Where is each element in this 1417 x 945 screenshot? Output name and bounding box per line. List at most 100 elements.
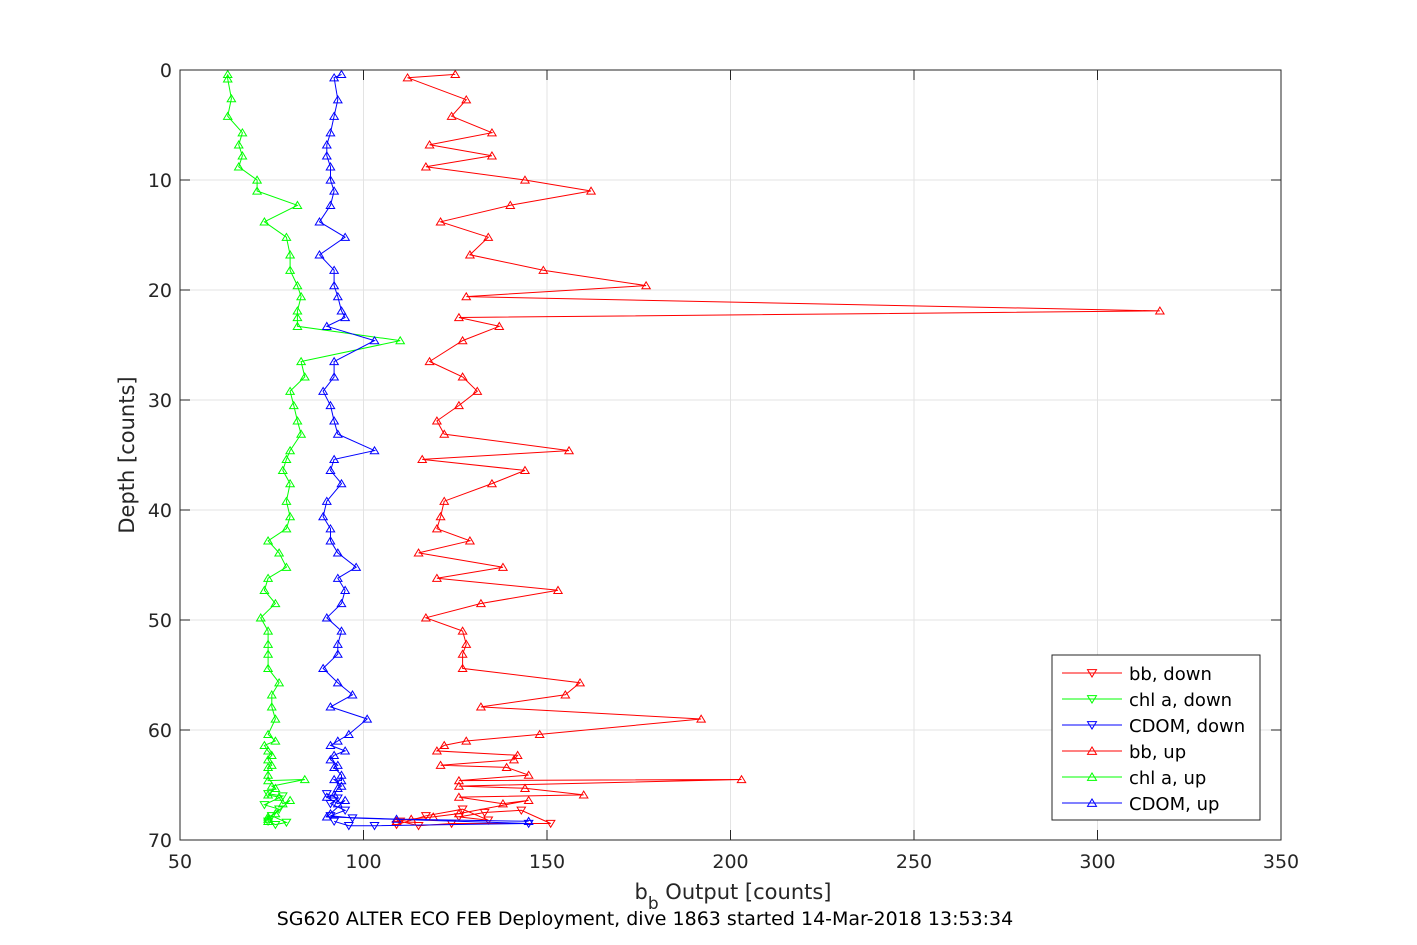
data-point xyxy=(431,573,442,582)
legend-item: chl a, down xyxy=(1062,690,1232,711)
x-tick-label: 100 xyxy=(345,851,381,873)
data-point xyxy=(262,536,274,545)
data-point xyxy=(420,613,431,622)
data-point xyxy=(461,94,472,104)
legend-item: CDOM, down xyxy=(1062,716,1245,737)
data-point xyxy=(464,250,476,259)
data-point xyxy=(318,511,329,521)
data-point xyxy=(340,795,351,805)
x-tick-label: 300 xyxy=(1079,851,1115,873)
data-point xyxy=(431,416,442,425)
legend-label: CDOM, up xyxy=(1129,794,1219,815)
data-point xyxy=(262,746,274,755)
data-point xyxy=(395,335,406,345)
data-point xyxy=(519,465,531,475)
data-point xyxy=(332,649,343,658)
data-point xyxy=(475,702,487,711)
data-point xyxy=(519,783,531,792)
data-point xyxy=(329,750,340,759)
data-point xyxy=(281,496,292,505)
data-point xyxy=(457,626,468,635)
data-point xyxy=(329,280,340,290)
data-point xyxy=(343,729,354,739)
data-point xyxy=(266,781,277,790)
data-point xyxy=(329,817,340,827)
data-point xyxy=(285,445,296,455)
data-point xyxy=(439,496,450,505)
data-point xyxy=(450,69,461,79)
data-point xyxy=(391,816,402,825)
data-point xyxy=(325,702,336,711)
x-axis-label-rest: Output [counts] xyxy=(659,880,832,904)
legend-swatch-marker xyxy=(1086,695,1098,705)
data-point xyxy=(351,562,362,571)
data-point xyxy=(314,217,325,226)
data-point xyxy=(237,127,248,137)
data-point xyxy=(523,770,534,779)
data-point xyxy=(391,814,402,823)
data-point xyxy=(233,140,244,149)
data-point xyxy=(585,186,597,195)
data-point xyxy=(736,774,747,784)
data-point xyxy=(321,812,332,821)
x-axis-label-main: b xyxy=(634,880,647,904)
legend-item: bb, down xyxy=(1062,664,1212,685)
data-point xyxy=(516,806,527,816)
data-point xyxy=(457,335,468,345)
legend-swatch-marker xyxy=(1086,745,1098,755)
data-point xyxy=(270,714,281,723)
data-point xyxy=(332,736,343,745)
data-point xyxy=(259,217,270,226)
data-point xyxy=(274,792,285,801)
legend-item: bb, up xyxy=(1062,742,1186,763)
data-point xyxy=(285,250,296,259)
data-point xyxy=(538,265,549,274)
data-point xyxy=(292,321,303,330)
data-point xyxy=(266,760,277,769)
data-point xyxy=(439,740,450,750)
data-point xyxy=(321,613,332,622)
data-point xyxy=(340,312,351,322)
legend-label: bb, up xyxy=(1129,742,1186,763)
data-point xyxy=(325,400,336,410)
legend-box xyxy=(1051,654,1261,821)
data-point xyxy=(285,265,296,274)
data-point xyxy=(497,798,509,808)
data-point xyxy=(523,816,534,825)
data-point xyxy=(296,356,307,366)
data-point xyxy=(336,770,347,779)
series-line xyxy=(396,73,1160,822)
data-point xyxy=(479,808,490,818)
data-point xyxy=(519,175,531,184)
data-point xyxy=(325,465,336,475)
data-point xyxy=(406,814,417,823)
data-point xyxy=(439,429,450,438)
x-tick-label: 150 xyxy=(529,851,565,873)
data-point xyxy=(251,186,263,195)
data-point xyxy=(325,754,336,764)
data-point xyxy=(222,111,233,120)
data-point xyxy=(505,200,516,209)
data-point xyxy=(332,639,343,648)
x-tick-label: 200 xyxy=(712,851,748,873)
data-point xyxy=(446,111,457,120)
data-point xyxy=(262,790,274,799)
legend-item: chl a, up xyxy=(1062,768,1206,789)
data-point xyxy=(552,585,564,594)
data-point xyxy=(369,822,380,831)
data-point xyxy=(336,626,347,635)
data-point xyxy=(281,454,292,464)
data-point xyxy=(332,548,343,557)
data-point xyxy=(453,781,465,790)
data-point xyxy=(501,762,512,772)
data-point xyxy=(424,356,435,366)
data-point xyxy=(336,598,347,608)
data-point xyxy=(336,781,347,790)
data-point xyxy=(222,69,233,79)
data-point xyxy=(461,736,472,745)
data-point xyxy=(325,536,336,545)
data-point xyxy=(486,151,498,160)
x-axis-label: bb Output [counts] xyxy=(634,880,831,914)
data-point xyxy=(262,626,274,635)
data-point xyxy=(332,677,343,687)
